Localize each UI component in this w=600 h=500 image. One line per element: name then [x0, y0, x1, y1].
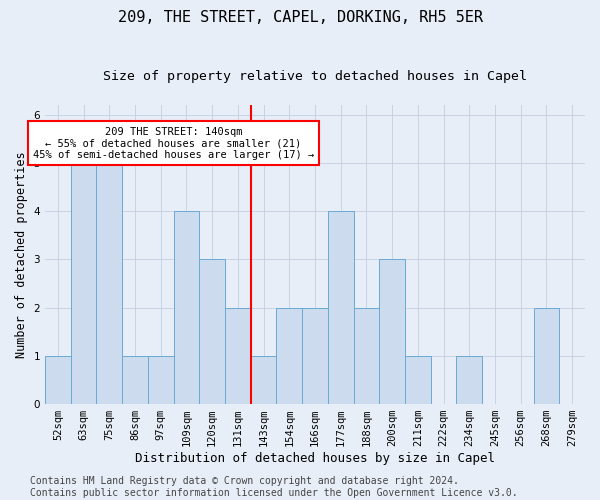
Bar [148, 356, 173, 404]
Bar [122, 356, 148, 404]
Bar [405, 356, 431, 404]
Text: 209 THE STREET: 140sqm
← 55% of detached houses are smaller (21)
45% of semi-det: 209 THE STREET: 140sqm ← 55% of detached… [33, 126, 314, 160]
Bar [251, 356, 277, 404]
Bar [173, 211, 199, 404]
Bar [97, 163, 122, 404]
Y-axis label: Number of detached properties: Number of detached properties [15, 151, 28, 358]
Bar [379, 260, 405, 404]
Bar [45, 356, 71, 404]
Bar [328, 211, 353, 404]
Bar [277, 308, 302, 404]
Text: Contains HM Land Registry data © Crown copyright and database right 2024.
Contai: Contains HM Land Registry data © Crown c… [30, 476, 518, 498]
Bar [353, 308, 379, 404]
Title: Size of property relative to detached houses in Capel: Size of property relative to detached ho… [103, 70, 527, 83]
Bar [533, 308, 559, 404]
Bar [199, 260, 225, 404]
Bar [225, 308, 251, 404]
Bar [71, 163, 97, 404]
Bar [457, 356, 482, 404]
X-axis label: Distribution of detached houses by size in Capel: Distribution of detached houses by size … [135, 452, 495, 465]
Text: 209, THE STREET, CAPEL, DORKING, RH5 5ER: 209, THE STREET, CAPEL, DORKING, RH5 5ER [118, 10, 482, 25]
Bar [302, 308, 328, 404]
